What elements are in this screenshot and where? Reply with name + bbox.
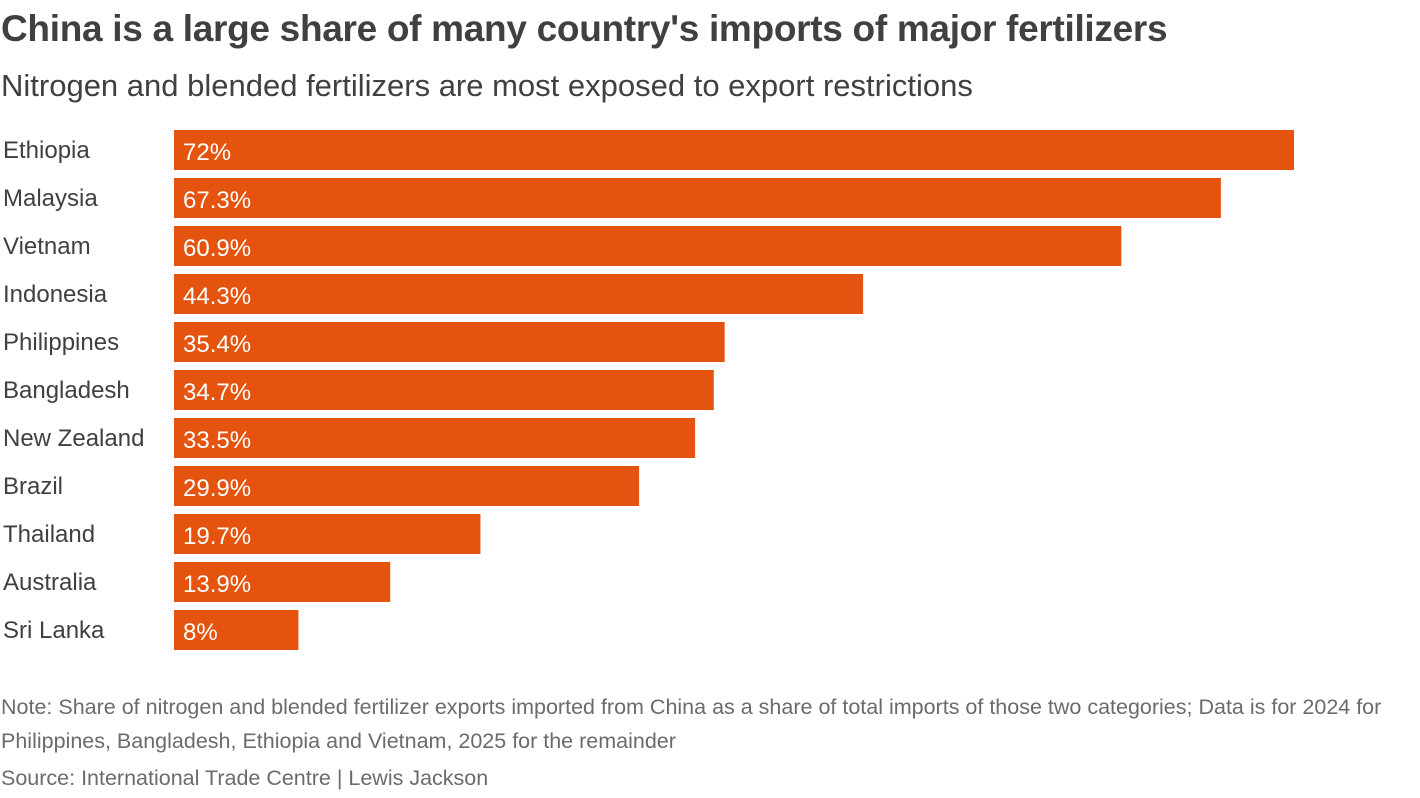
category-label: Ethiopia bbox=[3, 137, 90, 164]
bar bbox=[174, 610, 299, 650]
chart-subtitle: Nitrogen and blended fertilizers are mos… bbox=[1, 68, 973, 103]
chart-source: Source: International Trade Centre | Lew… bbox=[1, 766, 489, 790]
chart-note: Note: Share of nitrogen and blended fert… bbox=[1, 695, 1382, 753]
value-label: 44.3% bbox=[183, 283, 251, 310]
value-label: 29.9% bbox=[183, 475, 251, 502]
category-label: Vietnam bbox=[3, 233, 91, 260]
bar bbox=[174, 226, 1122, 266]
bar bbox=[174, 130, 1294, 170]
category-label: New Zealand bbox=[3, 425, 144, 452]
value-label: 19.7% bbox=[183, 523, 251, 550]
value-label: 35.4% bbox=[183, 331, 251, 358]
value-label: 33.5% bbox=[183, 427, 251, 454]
category-label: Brazil bbox=[3, 473, 63, 500]
bar bbox=[174, 514, 481, 554]
value-label: 60.9% bbox=[183, 235, 251, 262]
category-label: Australia bbox=[3, 569, 97, 596]
bar bbox=[174, 370, 714, 410]
category-label: Malaysia bbox=[3, 185, 98, 212]
bar bbox=[174, 562, 391, 602]
category-label: Thailand bbox=[3, 521, 95, 548]
bar-chart: Ethiopia 72% Malaysia 67.3% Vietnam 60.9% Indo… bbox=[3, 130, 1294, 650]
category-label: Philippines bbox=[3, 329, 119, 356]
value-label: 72% bbox=[183, 139, 231, 166]
category-label: Bangladesh bbox=[3, 377, 130, 404]
bar bbox=[174, 466, 640, 506]
bar bbox=[174, 178, 1221, 218]
bar bbox=[174, 274, 864, 314]
value-label: 8% bbox=[183, 619, 218, 646]
chart-title: China is a large share of many country's… bbox=[1, 8, 1168, 49]
value-label: 67.3% bbox=[183, 187, 251, 214]
value-label: 13.9% bbox=[183, 571, 251, 598]
category-label: Indonesia bbox=[3, 281, 108, 308]
bar bbox=[174, 322, 725, 362]
value-label: 34.7% bbox=[183, 379, 251, 406]
category-label: Sri Lanka bbox=[3, 617, 105, 644]
bar bbox=[174, 418, 696, 458]
